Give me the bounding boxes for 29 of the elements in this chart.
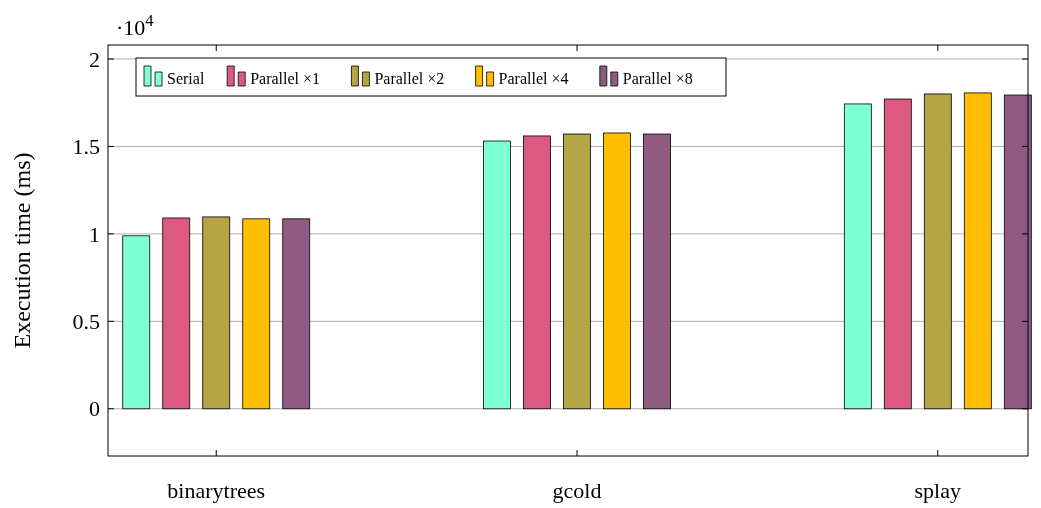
y-tick-label: 2 [89, 46, 100, 72]
y-tick-label: 1.5 [72, 134, 100, 160]
bar [282, 218, 311, 410]
legend-label: Parallel ×8 [622, 70, 693, 87]
bar [843, 103, 872, 410]
bar [923, 93, 952, 410]
bar [523, 135, 551, 410]
y-tick-label: 0 [89, 396, 100, 422]
bar [483, 140, 511, 410]
bar [162, 217, 191, 410]
bar [122, 235, 151, 410]
text: ·10$^{4}$ [116, 10, 154, 40]
bar [643, 133, 671, 410]
bar [563, 133, 591, 410]
legend-label: Serial [167, 70, 205, 87]
bar [242, 218, 271, 410]
y-axis-title: Execution time (ms) [9, 152, 35, 349]
x-tick-label: gcold [552, 478, 602, 503]
bar [883, 98, 912, 410]
legend-label: Parallel ×1 [250, 70, 321, 87]
x-tick-label: splay [914, 478, 962, 503]
y-tick-label: 0.5 [72, 309, 100, 335]
bar [603, 132, 631, 410]
x-tick-label: binarytrees [167, 478, 266, 503]
y-tick-label: 1 [89, 221, 100, 247]
legend-label: Parallel ×4 [498, 70, 569, 87]
bar [963, 92, 992, 410]
legend-label: Parallel ×2 [374, 70, 445, 87]
bar [202, 216, 231, 410]
